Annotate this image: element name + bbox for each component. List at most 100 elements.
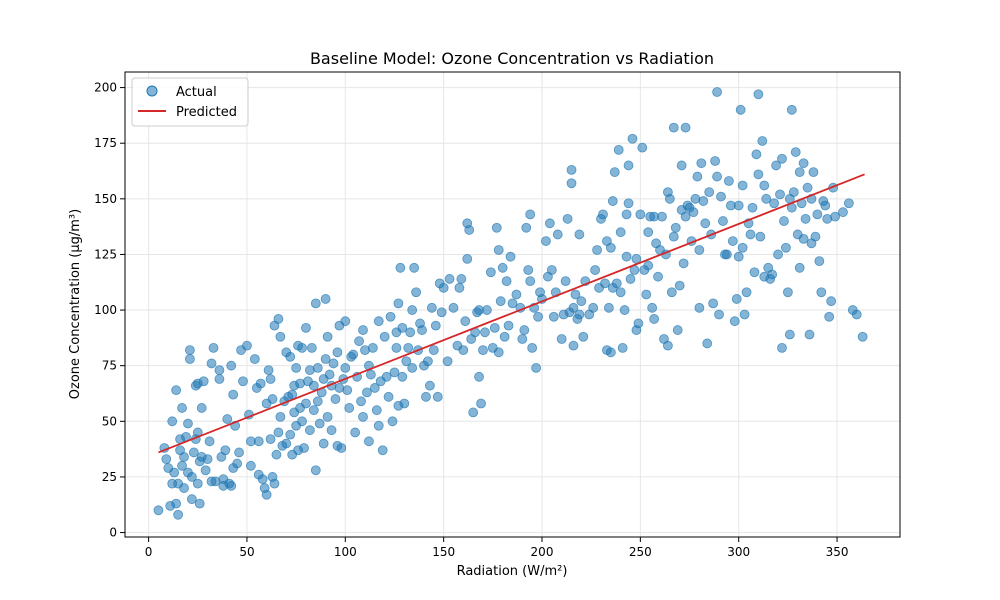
- actual-point: [385, 311, 396, 322]
- actual-point: [753, 169, 764, 180]
- actual-point: [541, 236, 551, 246]
- actual-point: [306, 342, 317, 353]
- actual-point: [722, 249, 732, 260]
- actual-point: [794, 167, 805, 178]
- actual-point: [367, 342, 378, 353]
- actual-point: [458, 345, 469, 356]
- actual-point: [843, 198, 854, 209]
- actual-point: [358, 325, 368, 335]
- actual-point: [523, 265, 534, 275]
- actual-point: [727, 236, 738, 246]
- actual-point: [525, 209, 536, 220]
- actual-point: [442, 356, 453, 367]
- actual-point: [757, 136, 768, 146]
- actual-point: [600, 278, 610, 289]
- actual-point: [627, 133, 638, 144]
- actual-point: [297, 342, 307, 353]
- actual-point: [271, 449, 282, 460]
- actual-point: [403, 342, 414, 353]
- actual-point: [381, 371, 392, 382]
- actual-point: [389, 367, 400, 378]
- y-tick-label: 0: [109, 526, 117, 540]
- actual-point: [851, 309, 862, 320]
- actual-point: [621, 251, 632, 262]
- actual-point: [253, 436, 264, 447]
- actual-point: [167, 416, 178, 427]
- actual-point: [737, 242, 748, 253]
- actual-point: [649, 314, 660, 324]
- actual-point: [716, 191, 726, 202]
- actual-point: [206, 358, 217, 369]
- actual-point: [462, 253, 473, 264]
- actual-point: [444, 274, 455, 284]
- actual-point: [808, 167, 819, 178]
- actual-point: [605, 242, 616, 253]
- actual-point: [531, 363, 542, 373]
- actual-point: [826, 296, 837, 307]
- actual-point: [755, 231, 766, 242]
- actual-point: [344, 403, 355, 413]
- actual-point: [678, 258, 689, 269]
- actual-point: [261, 489, 272, 500]
- actual-point: [301, 398, 311, 409]
- actual-point: [769, 198, 780, 209]
- y-tick-label: 100: [94, 303, 117, 317]
- actual-point: [653, 271, 663, 282]
- actual-point: [802, 182, 813, 193]
- actual-point: [310, 465, 321, 476]
- actual-point: [857, 331, 868, 342]
- actual-point: [517, 334, 528, 344]
- actual-point: [548, 311, 559, 322]
- actual-point: [336, 443, 347, 453]
- actual-point: [786, 104, 797, 115]
- actual-point: [299, 443, 309, 453]
- actual-point: [733, 200, 744, 211]
- actual-point: [177, 403, 187, 413]
- actual-point: [397, 322, 408, 333]
- actual-point: [424, 380, 435, 391]
- actual-point: [208, 342, 219, 353]
- actual-point: [625, 274, 636, 284]
- actual-point: [391, 342, 402, 353]
- actual-point: [519, 325, 530, 335]
- actual-point: [411, 287, 422, 298]
- actual-point: [771, 160, 781, 171]
- actual-point: [666, 287, 677, 298]
- actual-point: [474, 371, 484, 382]
- legend-actual-marker: [146, 85, 158, 97]
- actual-point: [405, 327, 416, 338]
- actual-point: [198, 376, 209, 387]
- actual-point: [417, 325, 427, 335]
- actual-point: [753, 89, 764, 100]
- actual-point: [448, 302, 459, 313]
- actual-point: [401, 356, 412, 367]
- x-tick-label: 250: [629, 545, 652, 559]
- actual-point: [173, 509, 184, 520]
- actual-point: [590, 265, 601, 275]
- actual-point: [263, 365, 274, 376]
- actual-point: [340, 316, 351, 327]
- x-tick-label: 350: [826, 545, 849, 559]
- actual-point: [407, 305, 418, 315]
- actual-point: [556, 334, 567, 344]
- actual-point: [672, 325, 683, 335]
- actual-point: [185, 354, 195, 364]
- actual-point: [680, 122, 691, 133]
- actual-point: [820, 200, 831, 211]
- actual-point: [643, 227, 654, 238]
- actual-point: [718, 216, 728, 226]
- legend-predicted-label: Predicted: [176, 105, 237, 120]
- actual-point: [354, 336, 364, 347]
- actual-point: [222, 414, 233, 424]
- actual-point: [324, 369, 335, 380]
- actual-point: [275, 331, 286, 342]
- actual-point: [611, 278, 622, 289]
- actual-point: [485, 267, 496, 278]
- actual-point: [242, 340, 252, 351]
- actual-point: [800, 213, 811, 224]
- actual-point: [269, 478, 280, 489]
- actual-point: [464, 225, 475, 235]
- actual-point: [694, 245, 705, 255]
- actual-point: [456, 274, 467, 284]
- actual-point: [365, 369, 376, 380]
